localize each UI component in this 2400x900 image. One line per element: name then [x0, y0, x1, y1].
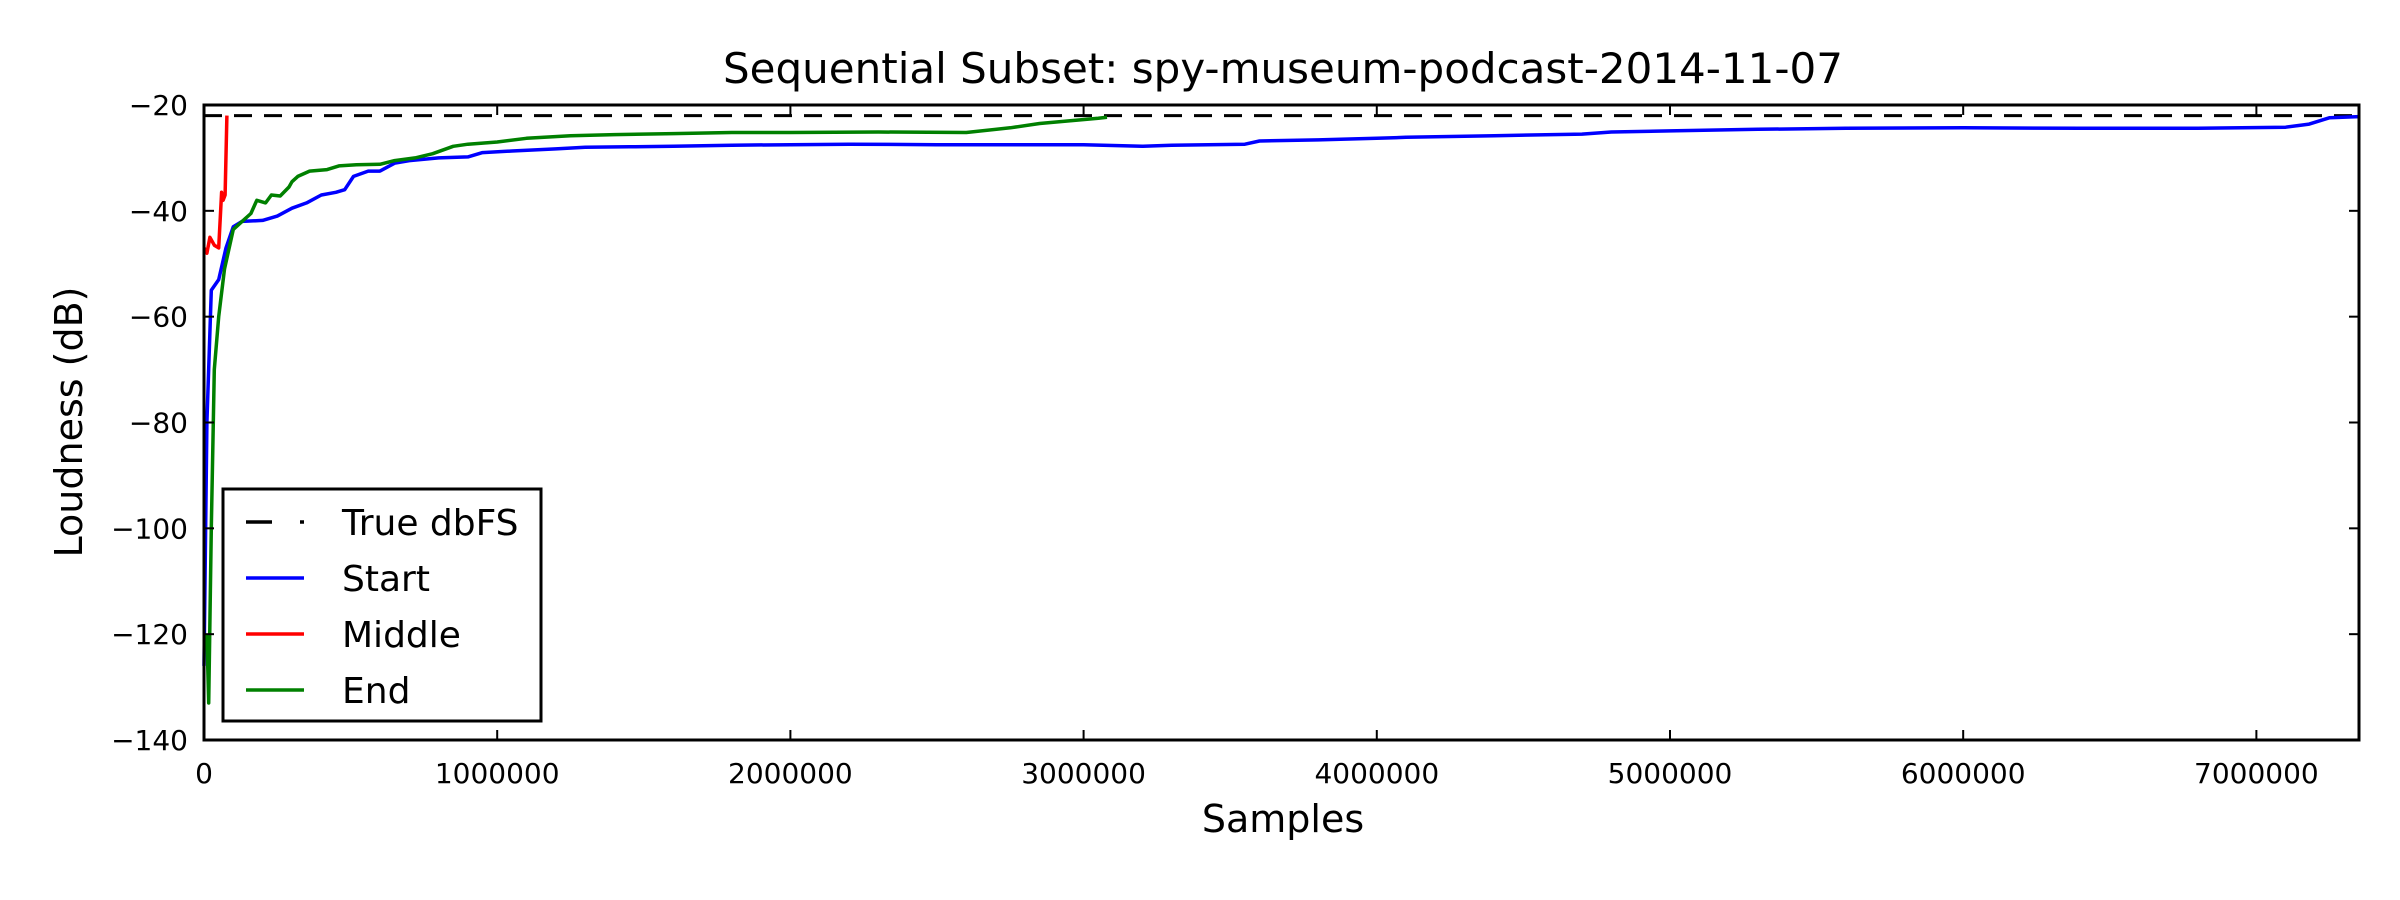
series-line-end [205, 115, 1108, 705]
x-tick-label: 4000000 [1314, 757, 1439, 790]
chart-title: Sequential Subset: spy-museum-podcast-20… [723, 44, 1843, 93]
legend-box [221, 487, 543, 723]
legend-label: Start [342, 559, 430, 600]
y-tick-label: −40 [129, 195, 188, 228]
y-tick-label: −60 [129, 301, 188, 334]
legend: True dbFS Start Middle End [221, 487, 543, 723]
x-tick-label: 5000000 [1608, 757, 1733, 790]
y-tick-label: −100 [111, 512, 188, 545]
x-tick-label: 0 [195, 757, 213, 790]
x-tick-label: 2000000 [728, 757, 853, 790]
y-axis-label: Loudness (dB) [47, 287, 91, 558]
x-tick-label: 7000000 [2194, 757, 2319, 790]
axis-ticks: 0 1000000 2000000 3000000 4000000 5000000 6000… [111, 89, 2359, 790]
legend-label: True dbFS [341, 503, 519, 544]
x-axis-label: Samples [1202, 797, 1364, 841]
legend-label: Middle [342, 615, 461, 656]
series-line-middle [202, 115, 229, 255]
legend-label: End [342, 671, 410, 712]
plot-area [202, 114, 2360, 705]
plot-frame [202, 103, 2361, 742]
x-tick-label: 1000000 [435, 757, 560, 790]
y-tick-label: −20 [129, 89, 188, 122]
y-tick-label: −140 [111, 724, 188, 757]
x-tick-label: 3000000 [1021, 757, 1146, 790]
y-tick-label: −80 [129, 407, 188, 440]
y-tick-label: −120 [111, 618, 188, 651]
x-tick-label: 6000000 [1901, 757, 2026, 790]
series-line-start [202, 114, 2360, 666]
